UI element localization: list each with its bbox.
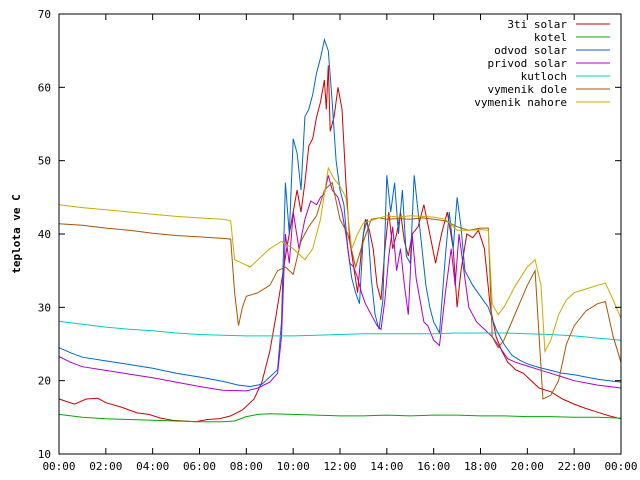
y-tick-label: 30 (38, 301, 51, 314)
series-line-kotel (58, 413, 622, 423)
legend-label: privod solar (488, 57, 568, 70)
x-tick-label: 22:00 (558, 460, 591, 473)
axis-ticks: 10 20 30 40 50 60 70 00:00 02:00 04:00 06:00 08:00 1… (38, 8, 638, 473)
series-line-privod-solar (58, 175, 622, 392)
legend-label: 3ti solar (507, 18, 567, 31)
y-tick-label: 10 (38, 448, 51, 461)
x-tick-label: 00:00 (42, 460, 75, 473)
legend-label: kutloch (521, 70, 567, 83)
series-line-vymenik-nahore (58, 166, 622, 354)
x-tick-label: 06:00 (183, 460, 216, 473)
x-tick-label: 20:00 (511, 460, 544, 473)
legend-label: kotel (534, 31, 567, 44)
legend-label: vymenik dole (488, 83, 567, 96)
y-tick-label: 70 (38, 8, 51, 21)
series-line-vymenik-dole (58, 181, 622, 400)
legend-label: odvod solar (494, 44, 567, 57)
series-line-odvod-solar (58, 37, 622, 388)
x-tick-label: 02:00 (89, 460, 122, 473)
x-tick-label: 08:00 (230, 460, 263, 473)
y-tick-label: 50 (38, 155, 51, 168)
x-tick-label: 16:00 (417, 460, 450, 473)
x-tick-label: 18:00 (464, 460, 497, 473)
series-line-kutloch (58, 320, 622, 341)
legend-label: vymenik nahore (474, 96, 567, 109)
y-tick-label: 60 (38, 81, 51, 94)
series-line-3ti-solar (58, 65, 622, 423)
x-tick-label: 04:00 (136, 460, 169, 473)
x-tick-label: 14:00 (370, 460, 403, 473)
y-tick-label: 20 (38, 375, 51, 388)
x-tick-label: 00:00 (604, 460, 637, 473)
y-tick-label: 40 (38, 228, 51, 241)
y-axis-label: teplota ve C (10, 194, 23, 273)
series-lines (58, 37, 622, 423)
x-tick-label: 12:00 (323, 460, 356, 473)
x-tick-label: 10:00 (277, 460, 310, 473)
